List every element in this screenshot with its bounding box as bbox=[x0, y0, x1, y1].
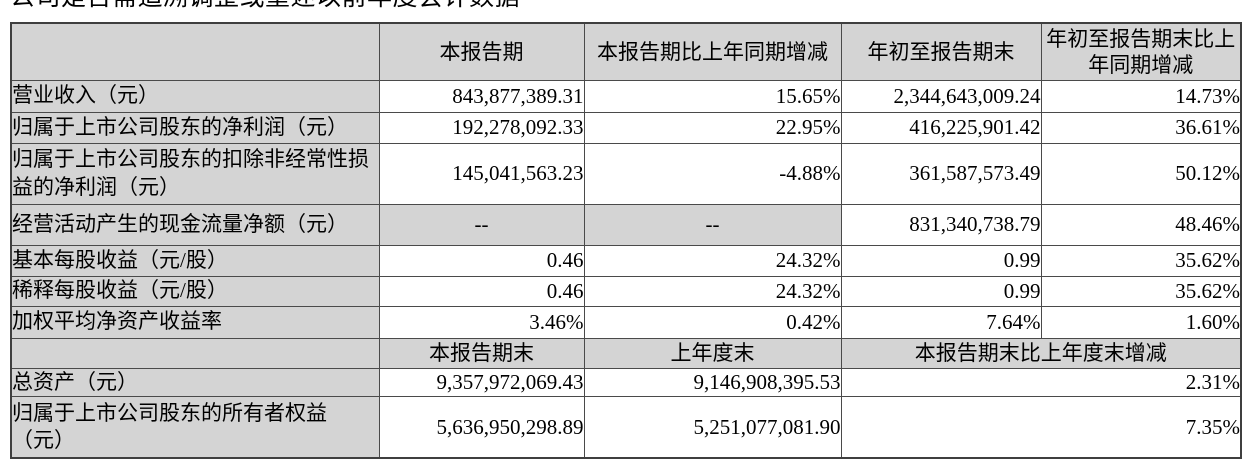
value-cell: 843,877,389.31 bbox=[378, 79, 585, 113]
value-cell: 24.32% bbox=[583, 244, 842, 277]
value-cell: 831,340,738.79 bbox=[840, 203, 1042, 246]
table-row-equity: 归属于上市公司股东的所有者权益（元） 5,636,950,298.89 5,25… bbox=[10, 395, 1242, 459]
value-cell: 0.42% bbox=[583, 305, 842, 339]
subheader-period-end: 本报告期末 bbox=[378, 337, 585, 369]
value-cell: 0.46 bbox=[378, 244, 585, 277]
value-cell: 3.46% bbox=[378, 305, 585, 339]
value-cell-dash: -- bbox=[583, 203, 842, 246]
table-row-revenue: 营业收入（元） 843,877,389.31 15.65% 2,344,643,… bbox=[10, 79, 1242, 113]
report-page: 公司是否需追溯调整或重述以前年度会计数据 本报告期 本报告期比上年同期增减 年初… bbox=[10, 0, 1254, 460]
row-label: 加权平均净资产收益率 bbox=[10, 305, 380, 339]
table-row-weighted-roe: 加权平均净资产收益率 3.46% 0.42% 7.64% 1.60% bbox=[10, 305, 1242, 339]
value-cell: 48.46% bbox=[1040, 203, 1242, 246]
value-cell: 2.31% bbox=[840, 367, 1242, 397]
value-cell: 24.32% bbox=[583, 275, 842, 307]
subheader-prior-year-end: 上年度末 bbox=[583, 337, 842, 369]
table-row-diluted-eps: 稀释每股收益（元/股） 0.46 24.32% 0.99 35.62% bbox=[10, 275, 1242, 307]
section-title: 公司是否需追溯调整或重述以前年度会计数据 bbox=[10, 0, 1254, 13]
key-financials-table: 本报告期 本报告期比上年同期增减 年初至报告期末 年初至报告期末比上年同期增减 … bbox=[10, 22, 1242, 460]
value-cell: 15.65% bbox=[583, 79, 842, 113]
value-cell: 361,587,573.49 bbox=[840, 142, 1042, 205]
value-cell: 7.35% bbox=[840, 395, 1242, 459]
value-cell: 0.99 bbox=[840, 244, 1042, 277]
header-blank-cell bbox=[10, 22, 380, 81]
value-cell: 1.60% bbox=[1040, 305, 1242, 339]
row-label: 经营活动产生的现金流量净额（元） bbox=[10, 203, 380, 246]
table-row-operating-cash-flow: 经营活动产生的现金流量净额（元） -- -- 831,340,738.79 48… bbox=[10, 203, 1242, 246]
table-row-net-profit: 归属于上市公司股东的净利润（元） 192,278,092.33 22.95% 4… bbox=[10, 111, 1242, 144]
header-ytd-yoy-change: 年初至报告期末比上年同期增减 bbox=[1040, 22, 1242, 81]
value-cell: 0.46 bbox=[378, 275, 585, 307]
subheader-blank-cell bbox=[10, 337, 380, 369]
value-cell: 50.12% bbox=[1040, 142, 1242, 205]
value-cell: 416,225,901.42 bbox=[840, 111, 1042, 144]
value-cell: 36.61% bbox=[1040, 111, 1242, 144]
header-ytd: 年初至报告期末 bbox=[840, 22, 1042, 81]
value-cell: -4.88% bbox=[583, 142, 842, 205]
table-row-total-assets: 总资产（元） 9,357,972,069.43 9,146,908,395.53… bbox=[10, 367, 1242, 397]
value-cell: 35.62% bbox=[1040, 275, 1242, 307]
row-label: 归属于上市公司股东的净利润（元） bbox=[10, 111, 380, 144]
header-current-period: 本报告期 bbox=[378, 22, 585, 81]
row-label: 基本每股收益（元/股） bbox=[10, 244, 380, 277]
value-cell: 2,344,643,009.24 bbox=[840, 79, 1042, 113]
table-row-basic-eps: 基本每股收益（元/股） 0.46 24.32% 0.99 35.62% bbox=[10, 244, 1242, 277]
table-header-row: 本报告期 本报告期比上年同期增减 年初至报告期末 年初至报告期末比上年同期增减 bbox=[10, 22, 1242, 81]
subheader-change-vs-prior-year-end: 本报告期末比上年度末增减 bbox=[840, 337, 1242, 369]
table-subheader-row: 本报告期末 上年度末 本报告期末比上年度末增减 bbox=[10, 337, 1242, 369]
section-title-text: 公司是否需追溯调整或重述以前年度会计数据 bbox=[10, 0, 1254, 13]
value-cell: 145,041,563.23 bbox=[378, 142, 585, 205]
row-label: 归属于上市公司股东的扣除非经常性损益的净利润（元） bbox=[10, 142, 380, 205]
row-label: 总资产（元） bbox=[10, 367, 380, 397]
row-label: 营业收入（元） bbox=[10, 79, 380, 113]
header-yoy-change: 本报告期比上年同期增减 bbox=[583, 22, 842, 81]
value-cell-dash: -- bbox=[378, 203, 585, 246]
value-cell: 7.64% bbox=[840, 305, 1042, 339]
row-label: 归属于上市公司股东的所有者权益（元） bbox=[10, 395, 380, 459]
value-cell: 192,278,092.33 bbox=[378, 111, 585, 144]
value-cell: 14.73% bbox=[1040, 79, 1242, 113]
value-cell: 0.99 bbox=[840, 275, 1042, 307]
value-cell: 9,357,972,069.43 bbox=[378, 367, 585, 397]
value-cell: 5,251,077,081.90 bbox=[583, 395, 842, 459]
value-cell: 9,146,908,395.53 bbox=[583, 367, 842, 397]
value-cell: 22.95% bbox=[583, 111, 842, 144]
table-row-net-profit-excl-nonrecurring: 归属于上市公司股东的扣除非经常性损益的净利润（元） 145,041,563.23… bbox=[10, 142, 1242, 205]
value-cell: 5,636,950,298.89 bbox=[378, 395, 585, 459]
row-label: 稀释每股收益（元/股） bbox=[10, 275, 380, 307]
value-cell: 35.62% bbox=[1040, 244, 1242, 277]
